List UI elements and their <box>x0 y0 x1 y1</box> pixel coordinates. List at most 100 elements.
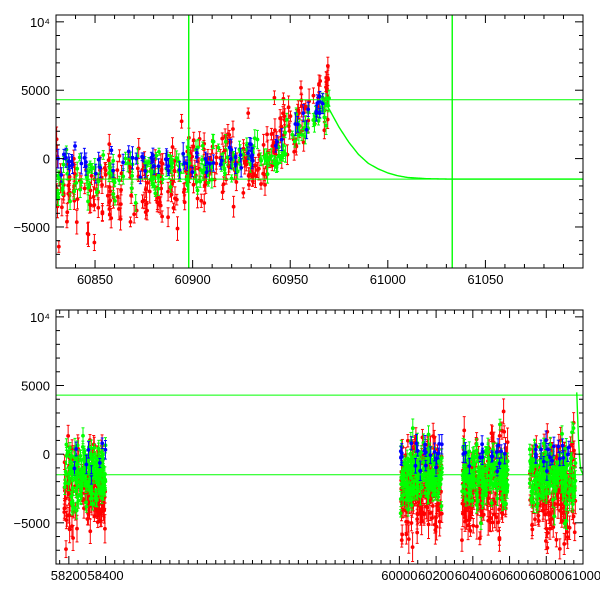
marker <box>496 520 500 525</box>
marker <box>426 522 431 527</box>
marker <box>218 162 223 167</box>
data-point <box>471 518 476 534</box>
data-point <box>281 106 285 121</box>
marker <box>86 199 90 204</box>
data-point <box>238 147 243 163</box>
data-point <box>205 153 210 172</box>
data-point <box>171 202 176 214</box>
marker <box>181 151 186 156</box>
marker <box>157 202 162 207</box>
marker <box>65 210 70 215</box>
data-point <box>249 150 253 162</box>
marker <box>57 176 61 181</box>
marker <box>244 143 249 147</box>
marker <box>126 149 131 154</box>
marker <box>261 143 266 147</box>
data-point <box>143 204 148 220</box>
data-point <box>56 240 61 253</box>
data-point <box>233 154 238 174</box>
marker <box>128 220 133 224</box>
marker <box>324 96 329 101</box>
data-point <box>152 157 156 175</box>
data-point <box>195 186 200 195</box>
marker <box>100 211 105 216</box>
marker <box>91 194 96 199</box>
marker <box>109 216 114 221</box>
marker <box>466 523 470 528</box>
marker <box>109 148 114 153</box>
marker <box>194 180 199 184</box>
data-point <box>134 152 139 165</box>
marker <box>64 155 68 160</box>
marker <box>115 194 120 199</box>
marker <box>324 87 329 92</box>
marker <box>322 115 327 120</box>
data-point <box>129 187 134 204</box>
marker <box>72 189 77 194</box>
marker <box>200 143 205 148</box>
data-point <box>281 92 286 106</box>
marker <box>111 158 116 163</box>
marker <box>117 153 122 158</box>
marker <box>325 64 330 68</box>
model-curve <box>320 96 583 180</box>
data-point <box>156 168 161 186</box>
marker <box>274 165 279 170</box>
marker <box>410 545 415 550</box>
marker <box>290 132 295 137</box>
marker <box>265 132 269 137</box>
data-point <box>311 87 316 104</box>
marker <box>86 185 90 190</box>
data-point <box>279 151 284 162</box>
data-point <box>246 167 251 185</box>
data-point <box>153 189 158 198</box>
marker <box>107 142 112 147</box>
marker <box>295 122 300 127</box>
data-point <box>118 207 123 231</box>
marker <box>279 137 284 142</box>
marker <box>157 149 161 154</box>
marker <box>179 119 184 124</box>
marker <box>304 127 309 132</box>
marker <box>64 547 68 552</box>
marker <box>168 185 173 189</box>
marker <box>477 536 482 541</box>
marker <box>68 199 72 204</box>
marker <box>90 166 95 171</box>
marker <box>115 168 120 173</box>
data-point <box>96 197 101 219</box>
top-panel: 60850 60900 60950 61000 61050 10⁴ 5000 0 −5000 <box>13 14 584 287</box>
marker <box>119 171 124 176</box>
data-point <box>225 149 230 166</box>
data-point <box>274 161 279 174</box>
data-point <box>210 133 215 150</box>
marker <box>281 133 286 138</box>
marker <box>145 181 150 185</box>
marker <box>265 172 270 177</box>
marker <box>88 188 93 193</box>
marker <box>89 173 94 178</box>
marker <box>170 165 175 170</box>
marker <box>227 145 232 150</box>
data-point <box>138 170 143 185</box>
marker <box>499 510 504 515</box>
data-point <box>199 193 204 208</box>
data-point <box>301 104 306 123</box>
data-point <box>121 168 126 185</box>
data-point <box>279 128 284 152</box>
marker <box>223 148 228 153</box>
data-point <box>554 532 559 548</box>
data-point <box>154 151 159 160</box>
data-point <box>79 152 84 175</box>
marker <box>171 206 176 210</box>
marker <box>61 162 66 167</box>
marker <box>65 513 69 518</box>
marker <box>148 169 153 174</box>
marker <box>191 182 196 187</box>
marker <box>118 217 123 221</box>
data-point <box>246 146 250 160</box>
marker <box>56 191 61 196</box>
data-point <box>149 151 154 164</box>
data-point <box>68 192 72 210</box>
marker <box>59 205 64 210</box>
